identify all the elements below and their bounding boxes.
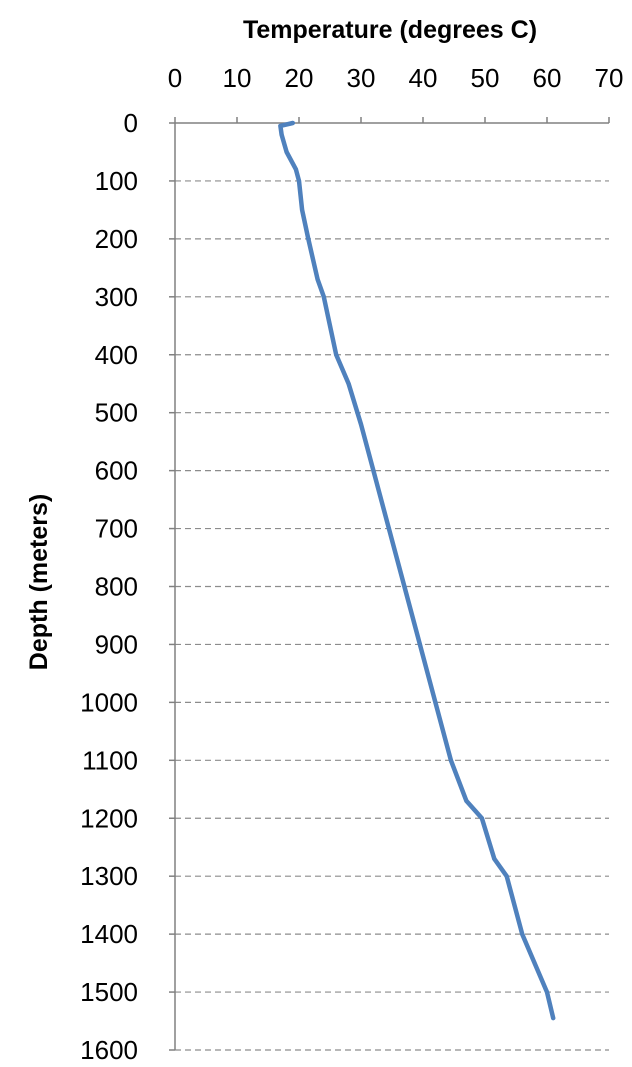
- data-point: [386, 526, 391, 531]
- data-point: [479, 816, 484, 821]
- x-tick-label: 10: [223, 63, 252, 93]
- data-point: [334, 352, 339, 357]
- data-point: [346, 381, 351, 386]
- data-point: [315, 277, 320, 282]
- data-point: [306, 236, 311, 241]
- y-tick-label: 1600: [80, 1035, 138, 1065]
- data-point: [321, 294, 326, 299]
- y-tick-label: 100: [95, 166, 138, 196]
- data-point: [279, 132, 284, 137]
- x-tick-label: 50: [471, 63, 500, 93]
- y-tick-label: 500: [95, 398, 138, 428]
- data-point: [297, 178, 301, 183]
- data-point: [504, 874, 509, 879]
- data-point: [532, 961, 537, 966]
- series-layer: [278, 120, 556, 1021]
- data-point: [464, 798, 469, 803]
- y-tick-label: 1400: [80, 919, 138, 949]
- y-tick-label: 1000: [80, 687, 138, 717]
- y-axis-title: Depth (meters): [25, 494, 53, 670]
- temperature-series-line: [278, 120, 556, 1021]
- data-point: [417, 642, 422, 647]
- data-point: [300, 207, 305, 212]
- y-tick-label: 700: [95, 514, 138, 544]
- y-tick-label: 800: [95, 572, 138, 602]
- y-axis-ticks: 0 100 200 300 400 500 600 700 800 900 1000 1100 1200…: [80, 108, 175, 1065]
- x-axis-title: Temperature (degrees C): [243, 16, 537, 44]
- data-point: [371, 468, 376, 473]
- gridlines: [175, 180, 609, 1051]
- x-tick-label: 0: [168, 63, 182, 93]
- y-tick-label: 900: [95, 629, 138, 659]
- data-point: [520, 932, 525, 937]
- data-point: [290, 121, 295, 125]
- y-tick-label: 1100: [82, 745, 138, 775]
- data-point: [284, 149, 289, 154]
- data-point: [448, 758, 453, 763]
- y-tick-label: 600: [95, 456, 138, 486]
- x-axis-ticks: 0 10 20 30 40 50 60 70: [168, 63, 624, 123]
- data-point: [359, 422, 363, 427]
- x-tick-label: 70: [595, 63, 624, 93]
- y-tick-label: 0: [124, 108, 138, 138]
- x-tick-label: 40: [409, 63, 438, 93]
- y-tick-label: 1500: [80, 977, 138, 1007]
- y-tick-label: 300: [95, 282, 138, 312]
- data-point: [551, 1016, 556, 1021]
- y-tick-label: 400: [95, 340, 138, 370]
- y-tick-label: 200: [95, 224, 138, 254]
- x-tick-label: 20: [285, 63, 314, 93]
- data-point: [402, 584, 407, 589]
- data-point: [545, 990, 549, 995]
- y-tick-label: 1300: [80, 861, 138, 891]
- x-tick-label: 30: [347, 63, 376, 93]
- data-point: [293, 167, 298, 172]
- x-tick-label: 60: [533, 63, 562, 93]
- y-tick-label: 1200: [80, 803, 138, 833]
- data-point: [278, 123, 283, 128]
- data-point: [492, 856, 497, 861]
- data-point: [328, 323, 332, 328]
- data-point: [433, 700, 438, 705]
